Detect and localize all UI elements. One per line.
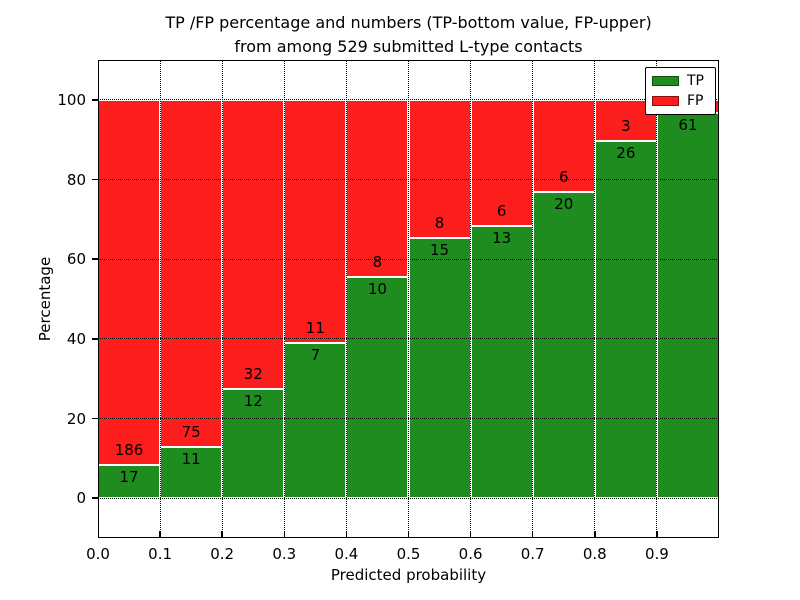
y-tick-label: 100: [57, 90, 86, 109]
bar-label-fp: 32: [243, 365, 263, 384]
bar-label-tp: 15: [430, 241, 450, 260]
bar-label-tp: 26: [616, 143, 636, 162]
bar-segment-fp: [594, 99, 657, 141]
y-tick-label: 60: [66, 250, 86, 269]
x-tick-label: 0.6: [458, 545, 483, 563]
bar-label-fp: 8: [372, 252, 383, 271]
bar-label-fp: 6: [496, 201, 507, 220]
x-tick: [407, 531, 410, 537]
v-gridline: [159, 60, 161, 538]
bar-label-fp: 6: [558, 167, 569, 186]
bar-segment-tp: [408, 238, 471, 499]
chart-title-line2: from among 529 submitted L-type contacts: [234, 37, 583, 56]
x-tick: [221, 531, 223, 537]
y-tick-label: 40: [66, 329, 86, 348]
bar-label-fp: 186: [114, 440, 144, 459]
bar-label-fp: 8: [434, 214, 445, 233]
x-tick-label: 0.0: [86, 545, 110, 563]
v-gridline: [656, 60, 658, 538]
x-tick-label: 0.5: [396, 545, 421, 563]
legend-label-tp: TP: [687, 73, 704, 90]
bar-segment-tp: [222, 389, 285, 499]
bar-label-tp: 10: [367, 279, 387, 298]
bar-segment-fp: [160, 99, 223, 448]
x-tick: [345, 531, 348, 537]
x-tick-label: 0.8: [582, 545, 607, 563]
bar-label-tp: 7: [310, 346, 321, 365]
v-gridline: [594, 60, 596, 538]
v-gridline: [470, 60, 472, 538]
x-tick-label: 0.7: [520, 545, 545, 563]
y-tick-label: 0: [76, 489, 86, 508]
bar-segment-fp: [470, 99, 533, 226]
x-tick-label: 0.9: [644, 545, 669, 563]
bar-segment-tp: [284, 343, 347, 499]
bar-segment-fp: [222, 99, 285, 390]
bar-segment-tp: [532, 191, 595, 499]
y-tick: [92, 258, 98, 260]
x-tick-label: 0.2: [210, 545, 235, 563]
bar-label-tp: 13: [492, 228, 512, 247]
x-tick-label: 0.1: [148, 545, 173, 563]
y-tick-label: 20: [66, 409, 86, 428]
legend: TP FP: [645, 67, 716, 115]
x-tick: [159, 531, 161, 537]
bar-label-fp: 3: [621, 116, 631, 135]
bar-segment-tp: [470, 225, 533, 499]
x-tick-label: 0.3: [272, 545, 297, 563]
bar-segment-tp: [594, 140, 657, 499]
v-gridline: [283, 60, 285, 538]
legend-row-fp: FP: [652, 93, 709, 109]
bar-segment-tp: [656, 112, 719, 499]
bar-segment-tp: [98, 464, 161, 499]
y-axis-label: Percentage: [36, 256, 54, 342]
x-axis-label: Predicted probability: [330, 566, 487, 584]
bar-segment-fp: [346, 99, 409, 277]
bar-segment-fp: [532, 99, 595, 192]
bar-label-fp: 11: [305, 319, 325, 338]
x-tick-label: 0.4: [334, 545, 359, 563]
x-tick: [531, 531, 534, 537]
legend-label-fp: FP: [687, 92, 704, 109]
bar-label-tp: 12: [243, 392, 263, 411]
bar-label-tp: 11: [181, 450, 201, 469]
y-tick: [92, 417, 98, 420]
legend-row-tp: TP: [652, 73, 709, 89]
chart-title-line1: TP /FP percentage and numbers (TP-bottom…: [165, 13, 652, 32]
bar-segment-tp: [346, 276, 409, 499]
tp-swatch-icon: [652, 76, 679, 87]
bar-label-tp: 17: [119, 467, 139, 486]
y-tick: [92, 497, 98, 499]
bar-segment-fp: [284, 99, 347, 344]
y-tick: [92, 338, 98, 340]
x-tick: [656, 531, 658, 537]
v-gridline: [408, 60, 409, 538]
x-tick: [469, 531, 472, 537]
v-gridline: [221, 60, 223, 538]
v-gridline: [345, 60, 347, 538]
bar-label-fp: 75: [181, 423, 201, 442]
x-tick: [594, 531, 596, 537]
x-tick: [283, 531, 286, 537]
bar-segment-fp: [98, 99, 161, 465]
y-tick: [92, 178, 98, 181]
y-tick-label: 80: [66, 170, 86, 189]
v-gridline: [532, 60, 534, 538]
bar-label-tp: 20: [554, 194, 574, 213]
fp-swatch-icon: [652, 95, 679, 106]
y-tick: [92, 99, 98, 101]
bar-segment-fp: [408, 99, 471, 239]
bar-label-tp: 61: [678, 115, 698, 134]
